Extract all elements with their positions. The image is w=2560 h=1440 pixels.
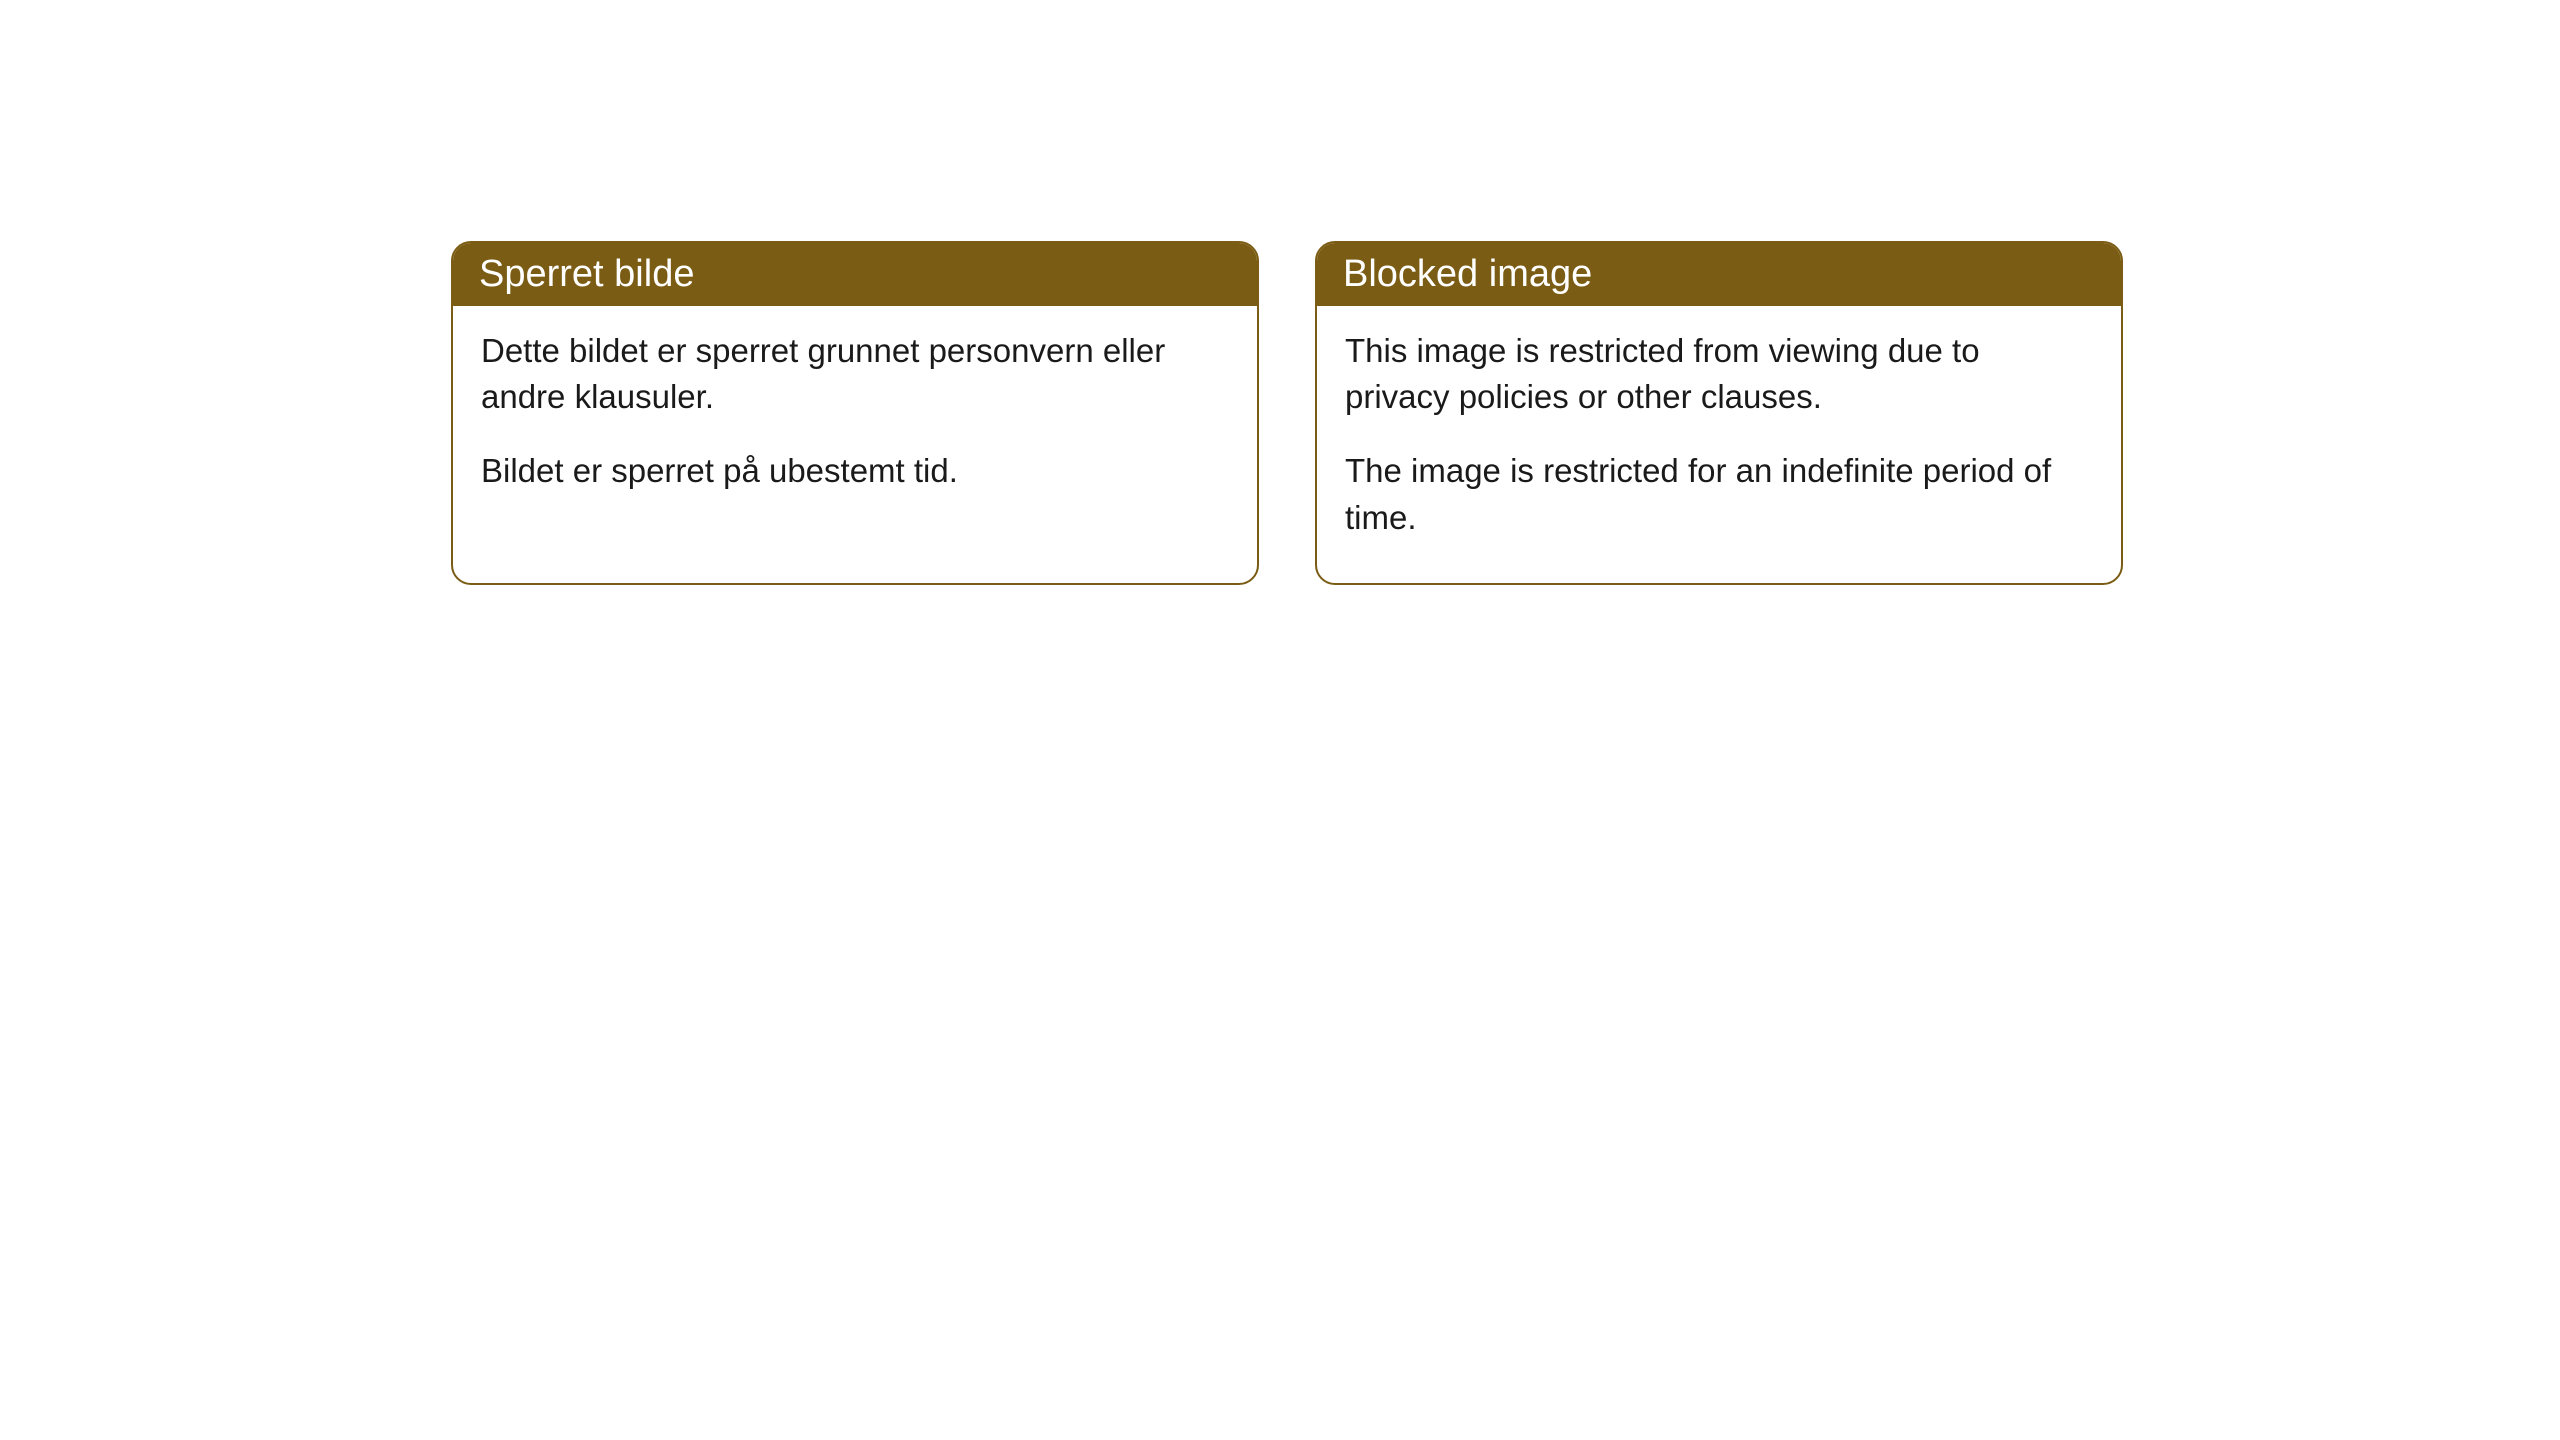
card-body-norwegian: Dette bildet er sperret grunnet personve… bbox=[453, 306, 1257, 537]
card-header-norwegian: Sperret bilde bbox=[453, 243, 1257, 306]
card-text-paragraph-2: Bildet er sperret på ubestemt tid. bbox=[481, 448, 1229, 494]
card-title: Sperret bilde bbox=[479, 253, 694, 295]
card-text-paragraph-1: This image is restricted from viewing du… bbox=[1345, 328, 2093, 420]
card-title: Blocked image bbox=[1343, 253, 1592, 295]
notice-cards-container: Sperret bilde Dette bildet er sperret gr… bbox=[451, 241, 2123, 585]
notice-card-norwegian: Sperret bilde Dette bildet er sperret gr… bbox=[451, 241, 1259, 585]
card-body-english: This image is restricted from viewing du… bbox=[1317, 306, 2121, 583]
card-text-paragraph-1: Dette bildet er sperret grunnet personve… bbox=[481, 328, 1229, 420]
notice-card-english: Blocked image This image is restricted f… bbox=[1315, 241, 2123, 585]
card-text-paragraph-2: The image is restricted for an indefinit… bbox=[1345, 448, 2093, 540]
card-header-english: Blocked image bbox=[1317, 243, 2121, 306]
